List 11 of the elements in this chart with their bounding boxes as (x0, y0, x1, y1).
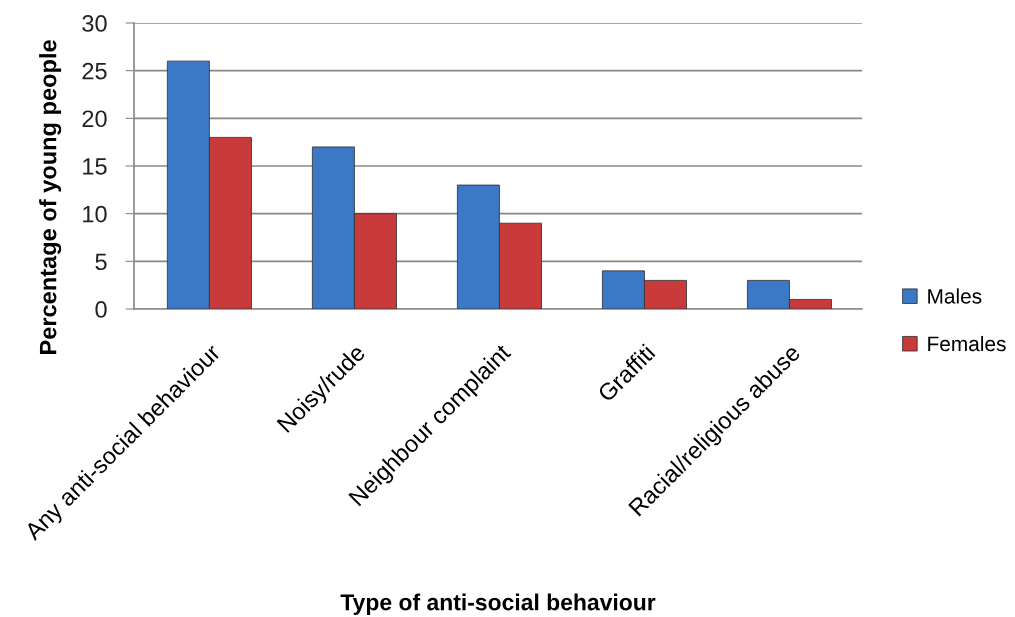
y-tick-label: 5 (95, 253, 107, 271)
x-axis-title: Type of anti-social behaviour (340, 593, 656, 615)
y-tick-label: 0 (95, 301, 107, 318)
y-tick-label: 30 (82, 15, 107, 32)
legend-label: Males (928, 288, 982, 304)
y-tick-label: 20 (82, 110, 107, 128)
y-tick-label: 10 (83, 205, 107, 223)
legend-label: Females (928, 335, 1006, 352)
y-tick-label: 15 (83, 158, 107, 175)
y-tick-label: 25 (82, 62, 107, 80)
y-axis-title: Percentage of young people (39, 40, 62, 354)
